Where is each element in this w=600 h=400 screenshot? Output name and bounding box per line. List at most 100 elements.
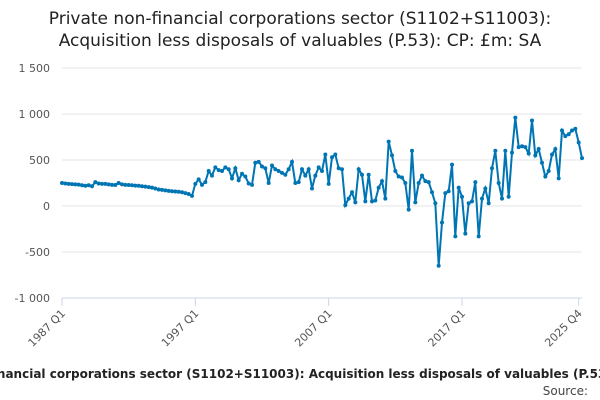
data-point[interactable] (410, 148, 414, 153)
data-point[interactable] (573, 126, 578, 131)
data-point[interactable] (233, 166, 238, 171)
data-point[interactable] (500, 196, 504, 201)
data-point[interactable] (96, 181, 101, 186)
data-point[interactable] (550, 152, 554, 157)
data-point[interactable] (370, 199, 374, 204)
data-point[interactable] (73, 182, 78, 187)
data-point[interactable] (356, 167, 361, 172)
data-point[interactable] (70, 182, 74, 187)
data-point[interactable] (86, 183, 91, 188)
data-point[interactable] (533, 153, 538, 158)
data-point[interactable] (526, 151, 531, 156)
data-point[interactable] (566, 132, 571, 137)
data-point[interactable] (106, 182, 111, 187)
data-point[interactable] (273, 167, 278, 172)
data-point[interactable] (480, 196, 484, 201)
data-point[interactable] (180, 190, 184, 195)
data-point[interactable] (446, 189, 451, 194)
data-point[interactable] (386, 139, 391, 144)
data-point[interactable] (540, 160, 544, 165)
data-point[interactable] (203, 180, 208, 185)
data-point[interactable] (543, 174, 548, 179)
data-point[interactable] (266, 181, 271, 185)
data-point[interactable] (300, 167, 304, 172)
data-point[interactable] (256, 159, 261, 164)
data-point[interactable] (260, 164, 264, 169)
data-point[interactable] (473, 180, 478, 185)
data-point[interactable] (206, 169, 211, 174)
data-point[interactable] (126, 183, 131, 188)
data-point[interactable] (350, 190, 354, 195)
data-point[interactable] (336, 166, 341, 171)
data-point[interactable] (283, 172, 288, 177)
data-point[interactable] (196, 177, 201, 182)
data-point[interactable] (460, 194, 464, 199)
data-point[interactable] (383, 196, 388, 201)
data-point[interactable] (466, 201, 471, 206)
data-point[interactable] (216, 168, 221, 173)
data-point[interactable] (303, 173, 308, 178)
data-point[interactable] (226, 167, 231, 172)
data-point[interactable] (530, 118, 534, 123)
data-point[interactable] (190, 193, 194, 198)
data-point[interactable] (296, 180, 301, 185)
data-point[interactable] (456, 185, 461, 190)
data-point[interactable] (253, 160, 258, 165)
data-point[interactable] (443, 191, 448, 196)
data-point[interactable] (240, 171, 244, 176)
data-point[interactable] (286, 167, 291, 172)
data-point[interactable] (330, 155, 334, 160)
data-point[interactable] (430, 190, 434, 195)
data-point[interactable] (213, 165, 218, 170)
data-point[interactable] (153, 186, 158, 191)
data-point[interactable] (133, 183, 138, 188)
data-point[interactable] (160, 187, 164, 192)
data-point[interactable] (333, 152, 338, 157)
data-point[interactable] (520, 144, 524, 149)
data-point[interactable] (120, 182, 124, 187)
data-point[interactable] (343, 203, 348, 208)
data-point[interactable] (376, 185, 381, 190)
data-point[interactable] (340, 167, 344, 172)
data-point[interactable] (416, 181, 421, 185)
data-point[interactable] (310, 186, 314, 191)
data-point[interactable] (183, 191, 188, 196)
data-point[interactable] (90, 184, 94, 189)
data-point[interactable] (440, 220, 444, 225)
series-line[interactable] (61, 117, 583, 266)
data-point[interactable] (346, 196, 351, 201)
data-point[interactable] (463, 231, 468, 236)
data-point[interactable] (230, 176, 234, 181)
data-point[interactable] (146, 185, 151, 190)
data-point[interactable] (396, 174, 401, 179)
data-point[interactable] (173, 189, 178, 194)
data-point[interactable] (103, 181, 108, 186)
data-point[interactable] (136, 183, 141, 188)
data-point[interactable] (290, 159, 294, 164)
data-point[interactable] (536, 146, 541, 151)
data-point[interactable] (163, 188, 168, 193)
data-point[interactable] (140, 184, 144, 189)
data-point[interactable] (433, 201, 438, 206)
data-point[interactable] (193, 181, 198, 186)
data-point[interactable] (270, 163, 274, 168)
data-point[interactable] (130, 183, 134, 188)
data-point[interactable] (113, 183, 118, 188)
data-point[interactable] (546, 169, 551, 174)
data-point[interactable] (326, 181, 331, 186)
data-point[interactable] (373, 198, 378, 203)
data-point[interactable] (506, 194, 511, 199)
data-point[interactable] (306, 167, 311, 172)
data-point[interactable] (563, 134, 568, 139)
data-point[interactable] (560, 128, 564, 133)
data-point[interactable] (570, 128, 574, 133)
data-point[interactable] (420, 173, 424, 178)
data-point[interactable] (576, 140, 581, 145)
data-point[interactable] (176, 189, 181, 194)
data-point[interactable] (513, 115, 518, 120)
data-point[interactable] (353, 200, 358, 205)
data-point[interactable] (366, 172, 371, 177)
data-point[interactable] (316, 165, 321, 170)
data-point[interactable] (436, 263, 441, 268)
data-point[interactable] (490, 166, 494, 171)
